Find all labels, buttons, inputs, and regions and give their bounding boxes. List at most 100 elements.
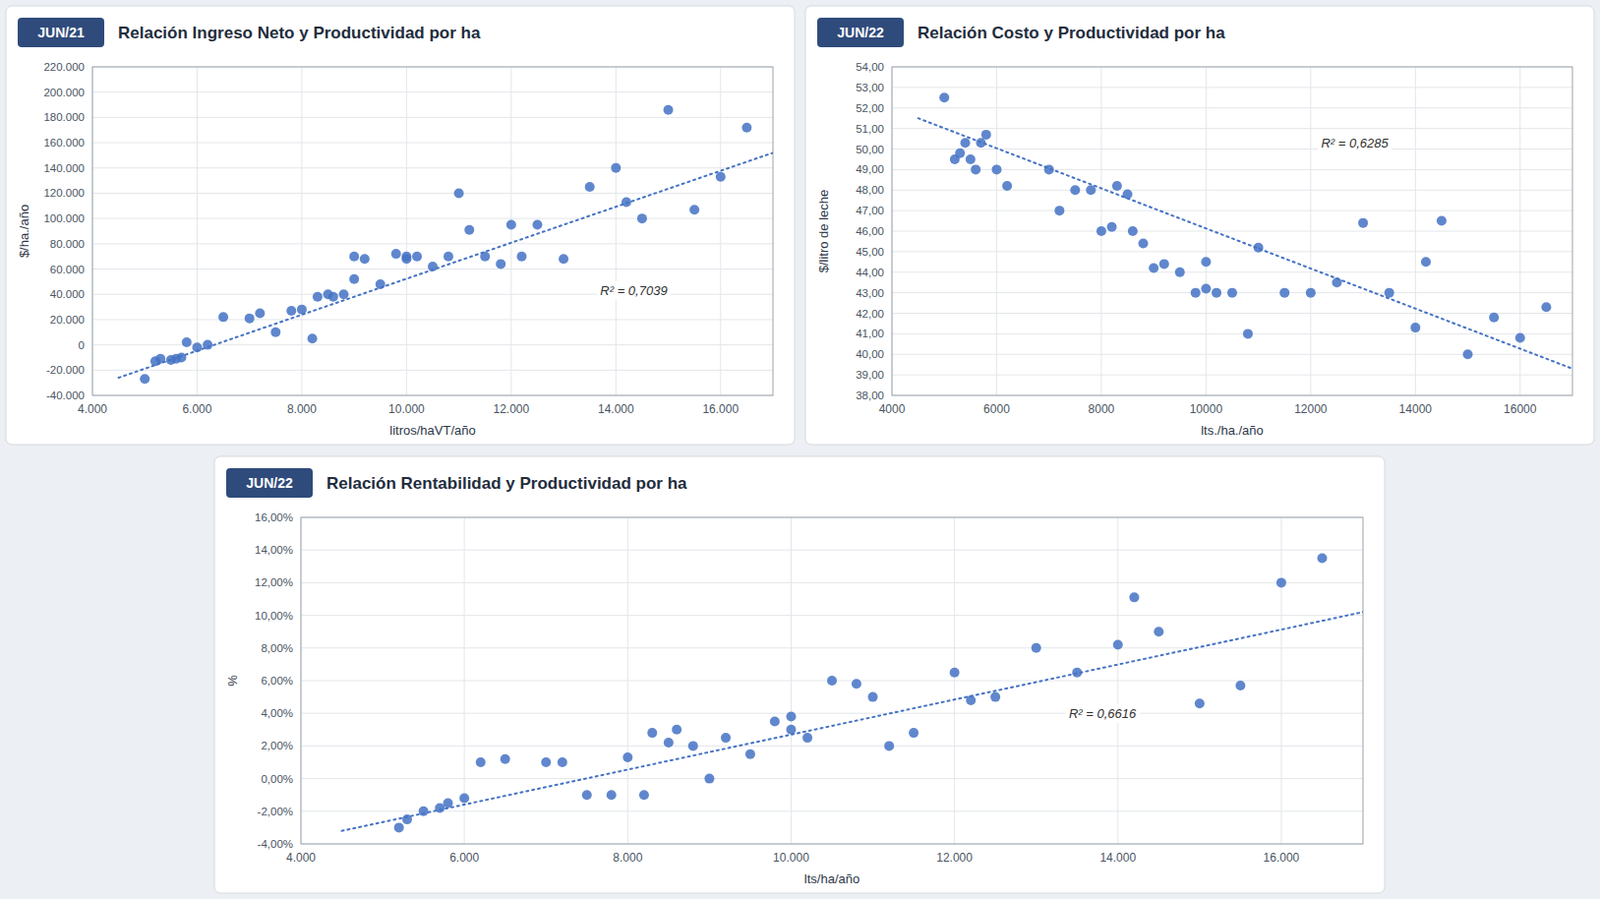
y-tick-label: 12,00%	[254, 576, 294, 589]
annotation: R² = 0,6616	[1066, 704, 1140, 723]
scatter-point	[908, 727, 919, 738]
grid-line-y	[92, 192, 773, 194]
y-tick-label: 220.000	[43, 60, 85, 73]
scatter-point	[621, 196, 632, 207]
panel-background	[214, 456, 1385, 893]
scatter-point	[349, 251, 359, 262]
y-tick-label: 47,00	[855, 204, 885, 217]
scatter-point	[1211, 288, 1222, 298]
badge: JUN/22	[226, 468, 313, 498]
scatter-point	[506, 220, 517, 231]
scatter-point	[1463, 349, 1474, 359]
y-tick-label: 38,00	[855, 389, 885, 402]
y-tick-label: 42,00	[855, 307, 885, 320]
scatter-point	[770, 716, 780, 727]
y-tick-label: 52,00	[855, 102, 885, 115]
y-tick-label: 180.000	[43, 111, 85, 123]
plot-frame	[300, 517, 1363, 844]
grid-line-y	[92, 218, 773, 220]
scatter-point	[286, 305, 297, 316]
scatter-point	[991, 164, 1002, 175]
grid-line-y	[92, 242, 773, 244]
data	[342, 553, 1363, 833]
y-axis-label: %	[225, 674, 240, 687]
y-tick-label: 160.000	[43, 136, 85, 149]
scatter-point	[1148, 263, 1159, 274]
scatter-point	[1200, 256, 1211, 267]
scatter-point	[610, 163, 621, 174]
grid-line-x	[510, 66, 512, 396]
x-tick-label: 14.000	[597, 402, 635, 416]
y-tick-label: 80.000	[50, 237, 85, 250]
grid-line-y	[300, 745, 1363, 747]
panel-background	[805, 5, 1595, 445]
scatter-point	[1128, 592, 1139, 602]
scatter-point	[1107, 222, 1118, 233]
x-tick-label: 8000	[1088, 402, 1116, 416]
scatter-series	[139, 105, 752, 385]
grid-line-y	[891, 312, 1573, 314]
y-tick-label: 45,00	[855, 245, 885, 258]
scatter-point	[1190, 288, 1201, 298]
panel-background	[5, 5, 795, 445]
plot-background	[92, 66, 773, 396]
x-tick-label: 10.000	[388, 402, 425, 416]
panel: JUN/22Relación Costo y Productividad por…	[805, 5, 1595, 445]
y-tick-label: -20.000	[46, 363, 85, 376]
badge-text: JUN/22	[836, 24, 885, 41]
grid-line-x	[406, 66, 408, 396]
grid-line-y	[891, 210, 1573, 212]
grid-line-y	[300, 777, 1363, 779]
y-tick-label: 40,00	[855, 348, 885, 360]
scatter-point	[954, 148, 965, 159]
y-tick-label: -2,00%	[257, 805, 294, 818]
scatter-point	[827, 675, 837, 686]
y-tick-label: 16,00%	[254, 511, 294, 524]
scatter-point	[647, 727, 657, 738]
scatter-point	[557, 757, 568, 768]
grid-line-y	[891, 107, 1573, 109]
scatter-point	[688, 740, 699, 751]
grid-line-x	[300, 66, 302, 396]
grid-line-y	[92, 369, 773, 371]
scatter-point	[1410, 322, 1421, 333]
y-tick-label: 46,00	[855, 225, 885, 238]
scatter-point	[359, 253, 370, 264]
scatter-series	[939, 92, 1551, 359]
x-tick-label: 14.000	[1099, 850, 1136, 865]
x-tick-label: 16000	[1503, 402, 1538, 416]
scatter-point	[412, 251, 422, 262]
scatter-point	[391, 248, 402, 259]
scatter-point	[884, 740, 894, 751]
y-tick-label: 44,00	[855, 266, 885, 279]
y-tick-label: 0,00%	[260, 772, 294, 785]
scatter-point	[960, 137, 971, 148]
scatter-point	[745, 749, 756, 760]
scatter-point	[990, 692, 1001, 703]
y-tick-label: -4,00%	[257, 837, 294, 850]
scatter-point	[1175, 267, 1186, 278]
grid-line-y	[92, 294, 773, 296]
y-tick-label: 6,00%	[260, 674, 294, 687]
y-tick-label: -40.000	[46, 389, 85, 402]
badge-background	[17, 17, 105, 48]
scatter-point	[1540, 301, 1551, 312]
x-tick-label: 8.000	[287, 402, 317, 416]
scatter-point	[1096, 226, 1107, 237]
scatter-point	[785, 711, 796, 722]
scatter-point	[1316, 553, 1327, 564]
x-tick-label: 10.000	[772, 850, 810, 865]
scatter-point	[339, 289, 350, 299]
grid-line-y	[300, 549, 1363, 551]
scatter-point	[459, 793, 470, 804]
scatter-point	[532, 220, 542, 231]
scatter-point	[1153, 626, 1164, 637]
annotation: R² = 0,6285	[1317, 133, 1392, 153]
plot-frame	[92, 66, 773, 396]
panel: JUN/22Relación Rentabilidad y Productivi…	[214, 456, 1385, 893]
scatter-point	[418, 806, 429, 817]
scatter-point	[500, 754, 511, 765]
scatter-point	[939, 92, 949, 103]
scatter-point	[495, 258, 506, 269]
badge: JUN/21	[17, 17, 105, 48]
